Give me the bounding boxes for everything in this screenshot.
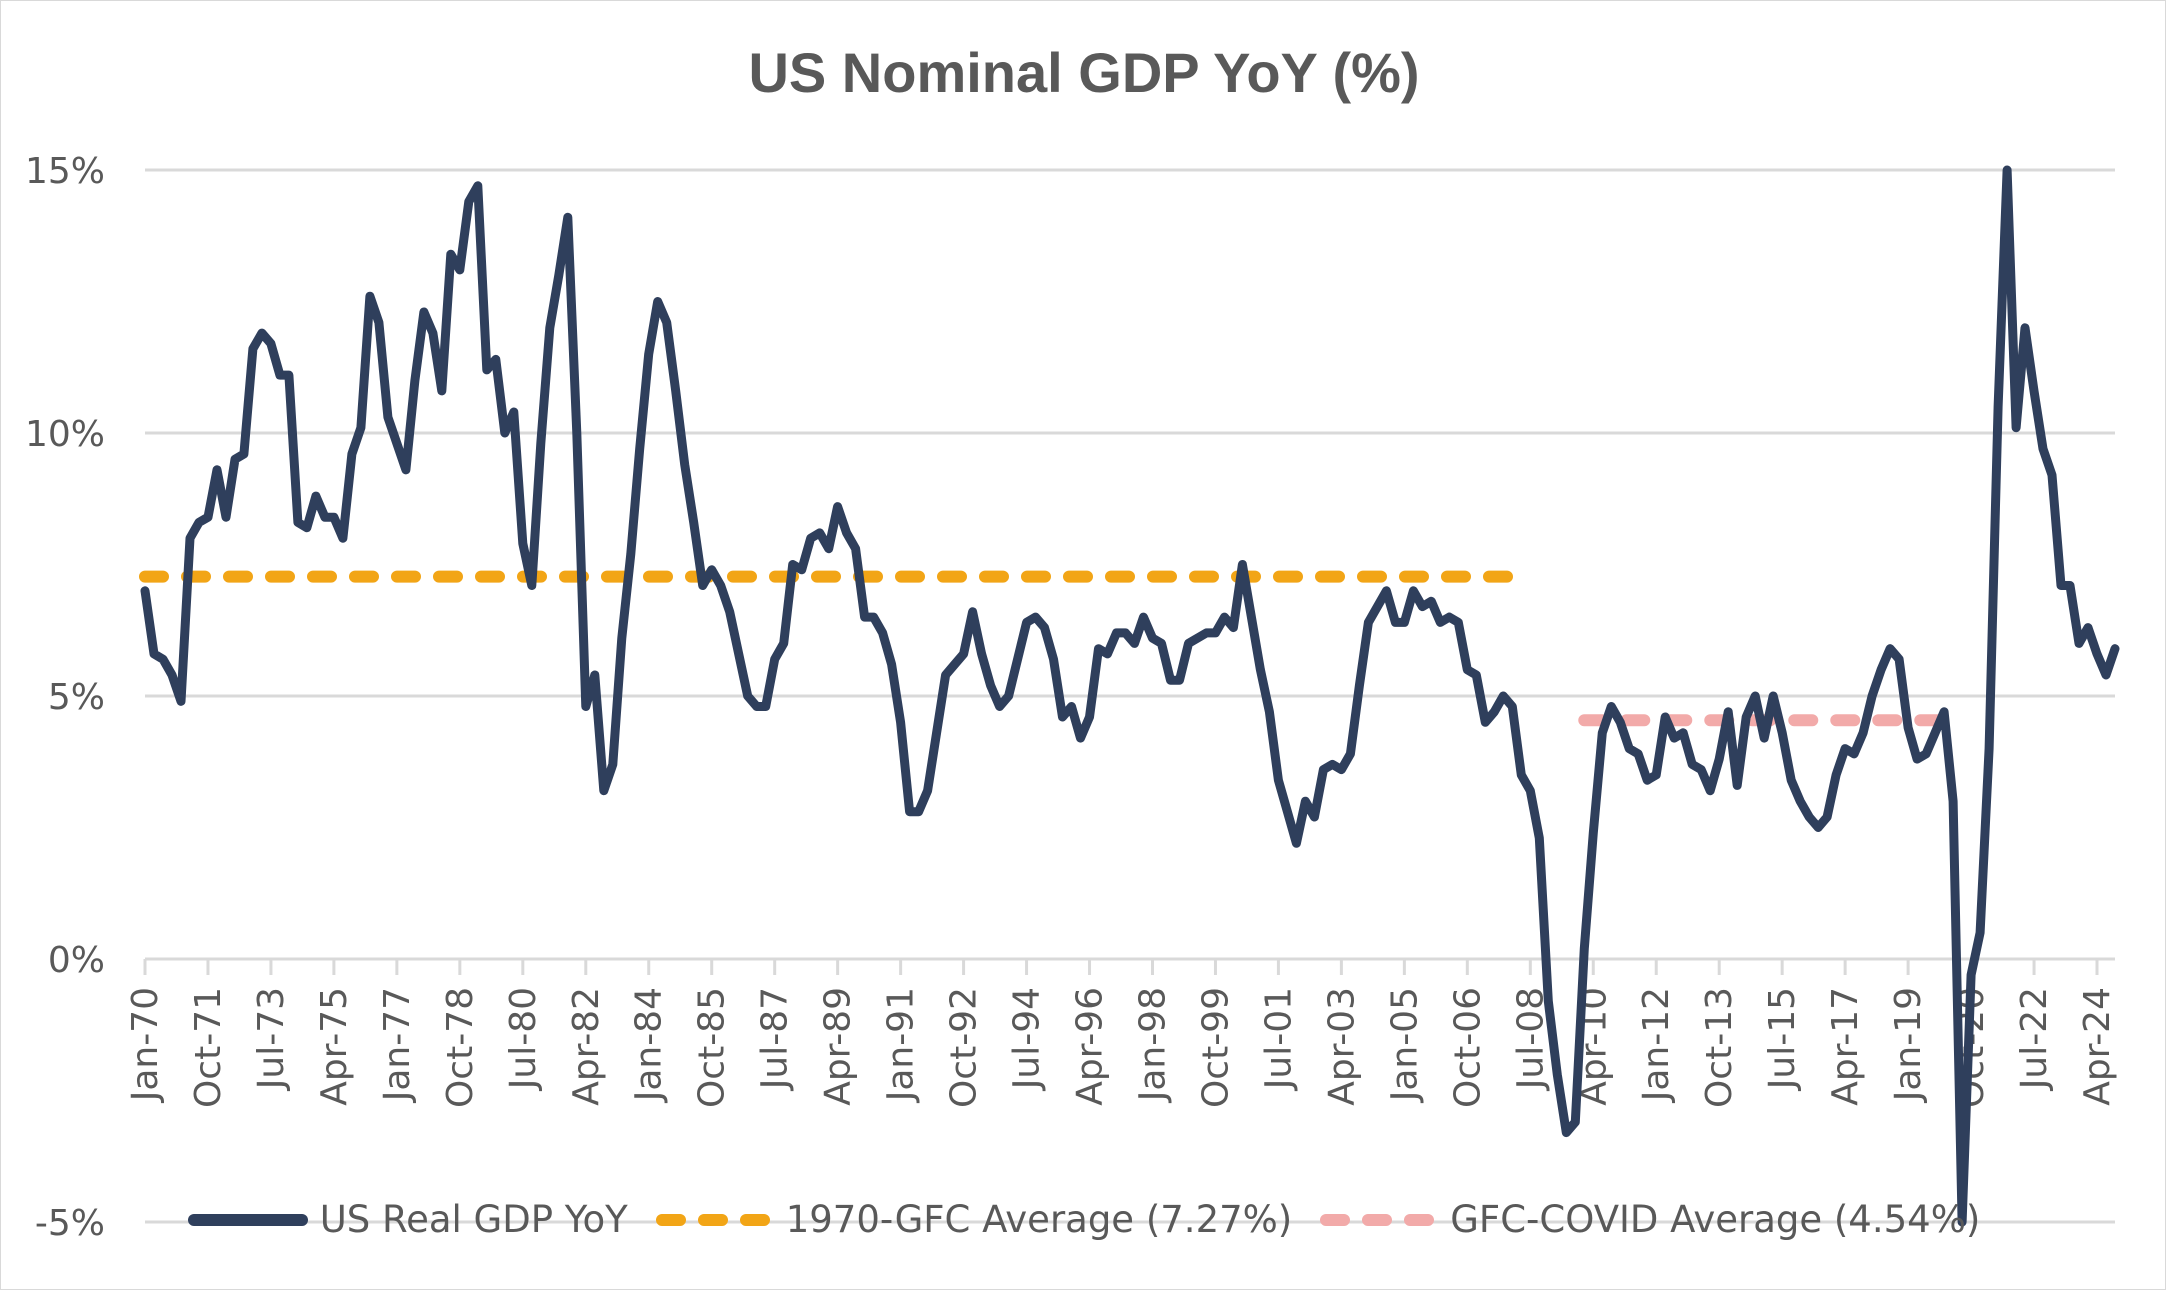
legend-item-1970-gfc: 1970-GFC Average (7.27%) [654, 1198, 1293, 1241]
x-tick-label: Jan-77 [377, 987, 418, 1103]
x-tick-label: Jul-94 [1007, 987, 1048, 1091]
x-tick-label: Apr-89 [818, 987, 859, 1106]
x-tick-label: Jul-87 [755, 987, 796, 1091]
x-tick-label: Jul-73 [251, 987, 292, 1091]
x-tick-label: Apr-24 [2077, 987, 2118, 1106]
x-tick-label: Oct-92 [944, 987, 985, 1108]
legend-swatch-gdp [187, 1213, 308, 1226]
x-tick-label: Oct-85 [692, 987, 733, 1108]
legend-swatch-1970-gfc [655, 1213, 772, 1226]
x-tick-label: Oct-13 [1699, 987, 1740, 1108]
legend: US Real GDP YoY 1970-GFC Average (7.27%)… [0, 1198, 2168, 1241]
y-tick-label: 0% [48, 940, 105, 981]
x-tick-label: Jul-22 [2014, 987, 2055, 1091]
legend-label-gdp: US Real GDP YoY [319, 1198, 628, 1241]
x-tick-label: Apr-75 [314, 987, 355, 1106]
chart-title: US Nominal GDP YoY (%) [748, 41, 1420, 104]
y-tick-label: 10% [25, 414, 105, 455]
y-tick-label: 5% [48, 677, 105, 718]
x-tick-label: Jan-70 [125, 987, 166, 1103]
y-tick-label: 15% [25, 151, 105, 192]
x-tick-label: Jan-84 [629, 987, 670, 1103]
x-tick-label: Jan-12 [1636, 987, 1677, 1103]
x-tick-label: Jul-15 [1762, 987, 1803, 1091]
x-tick-label: Jan-91 [881, 987, 922, 1103]
x-tick-label: Jul-80 [503, 987, 544, 1091]
x-tick-label: Oct-78 [440, 987, 481, 1108]
legend-label-gfc-covid: GFC-COVID Average (4.54%) [1450, 1198, 1981, 1241]
legend-label-1970-gfc: 1970-GFC Average (7.27%) [785, 1198, 1293, 1241]
x-tick-label: Apr-82 [566, 987, 607, 1106]
x-tick-label: Oct-06 [1447, 987, 1488, 1108]
x-tick-label: Jan-19 [1888, 987, 1929, 1103]
x-tick-label: Oct-99 [1195, 987, 1236, 1108]
series-line-gdp [140, 165, 2120, 1227]
y-tick-label: -5% [35, 1203, 105, 1244]
legend-item-gfc-covid: GFC-COVID Average (4.54%) [1318, 1198, 1980, 1241]
x-tick-label: Apr-03 [1321, 987, 1362, 1106]
x-tick-label: Oct-71 [188, 987, 229, 1108]
x-tick-label: Jul-01 [1258, 987, 1299, 1091]
x-tick-label: Apr-17 [1825, 987, 1866, 1106]
x-tick-label: Apr-96 [1070, 987, 1111, 1106]
x-tick-label: Jan-98 [1132, 987, 1173, 1103]
legend-item-gdp: US Real GDP YoY [187, 1198, 628, 1241]
x-tick-label: Jan-05 [1384, 987, 1425, 1103]
legend-swatch-gfc-covid [1320, 1213, 1437, 1226]
